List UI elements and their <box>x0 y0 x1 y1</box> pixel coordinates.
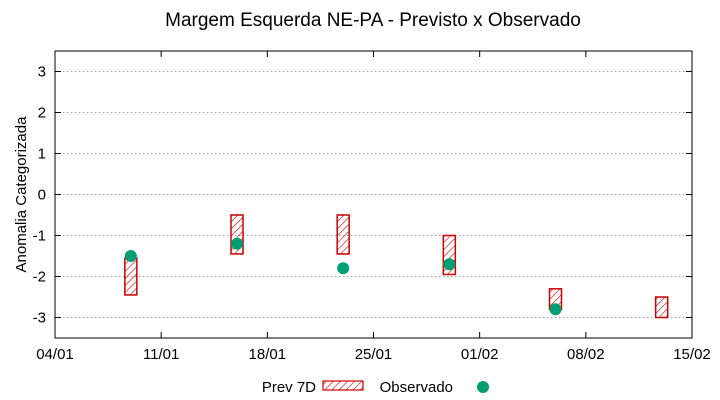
forecast-range-box <box>654 296 669 319</box>
x-tick-label: 01/02 <box>461 346 499 363</box>
legend-label-prev: Prev 7D <box>262 379 316 396</box>
x-tick-label: 15/02 <box>673 346 711 363</box>
x-tick-label: 25/01 <box>355 346 393 363</box>
y-tick-label: 3 <box>38 64 46 81</box>
legend: Prev 7D Observado <box>262 379 489 396</box>
y-axis: -3 -2 -1 0 1 2 3 <box>33 64 692 327</box>
observed-series <box>124 237 562 316</box>
grid-lines <box>55 71 692 318</box>
legend-swatch-observed <box>477 381 489 393</box>
observed-point <box>124 250 137 262</box>
y-tick-label: -3 <box>33 310 46 327</box>
observed-point <box>231 237 243 250</box>
observed-point <box>443 258 456 271</box>
forecast-range-box <box>124 257 138 296</box>
chart-title: Margem Esquerda NE-PA - Previsto x Obser… <box>165 10 581 31</box>
y-tick-label: 0 <box>38 187 46 204</box>
forecast-range-box <box>336 214 350 255</box>
y-axis-label: Anomalia Categorizada <box>13 116 30 273</box>
legend-label-observed: Observado <box>380 379 453 396</box>
legend-swatch-prev <box>322 380 364 391</box>
observed-point <box>337 262 350 275</box>
y-tick-label: -1 <box>33 228 46 245</box>
y-tick-label: 2 <box>38 105 46 122</box>
y-tick-label: -2 <box>33 269 46 286</box>
y-tick-label: 1 <box>38 146 46 163</box>
x-tick-label: 08/02 <box>567 346 605 363</box>
x-tick-label: 04/01 <box>36 346 74 363</box>
forecast-series <box>124 214 669 319</box>
x-axis: 04/01 11/01 18/01 25/01 01/02 08/02 15/02 <box>36 51 711 363</box>
x-tick-label: 18/01 <box>249 346 287 363</box>
observed-point <box>549 303 562 316</box>
x-tick-label: 11/01 <box>143 346 179 363</box>
